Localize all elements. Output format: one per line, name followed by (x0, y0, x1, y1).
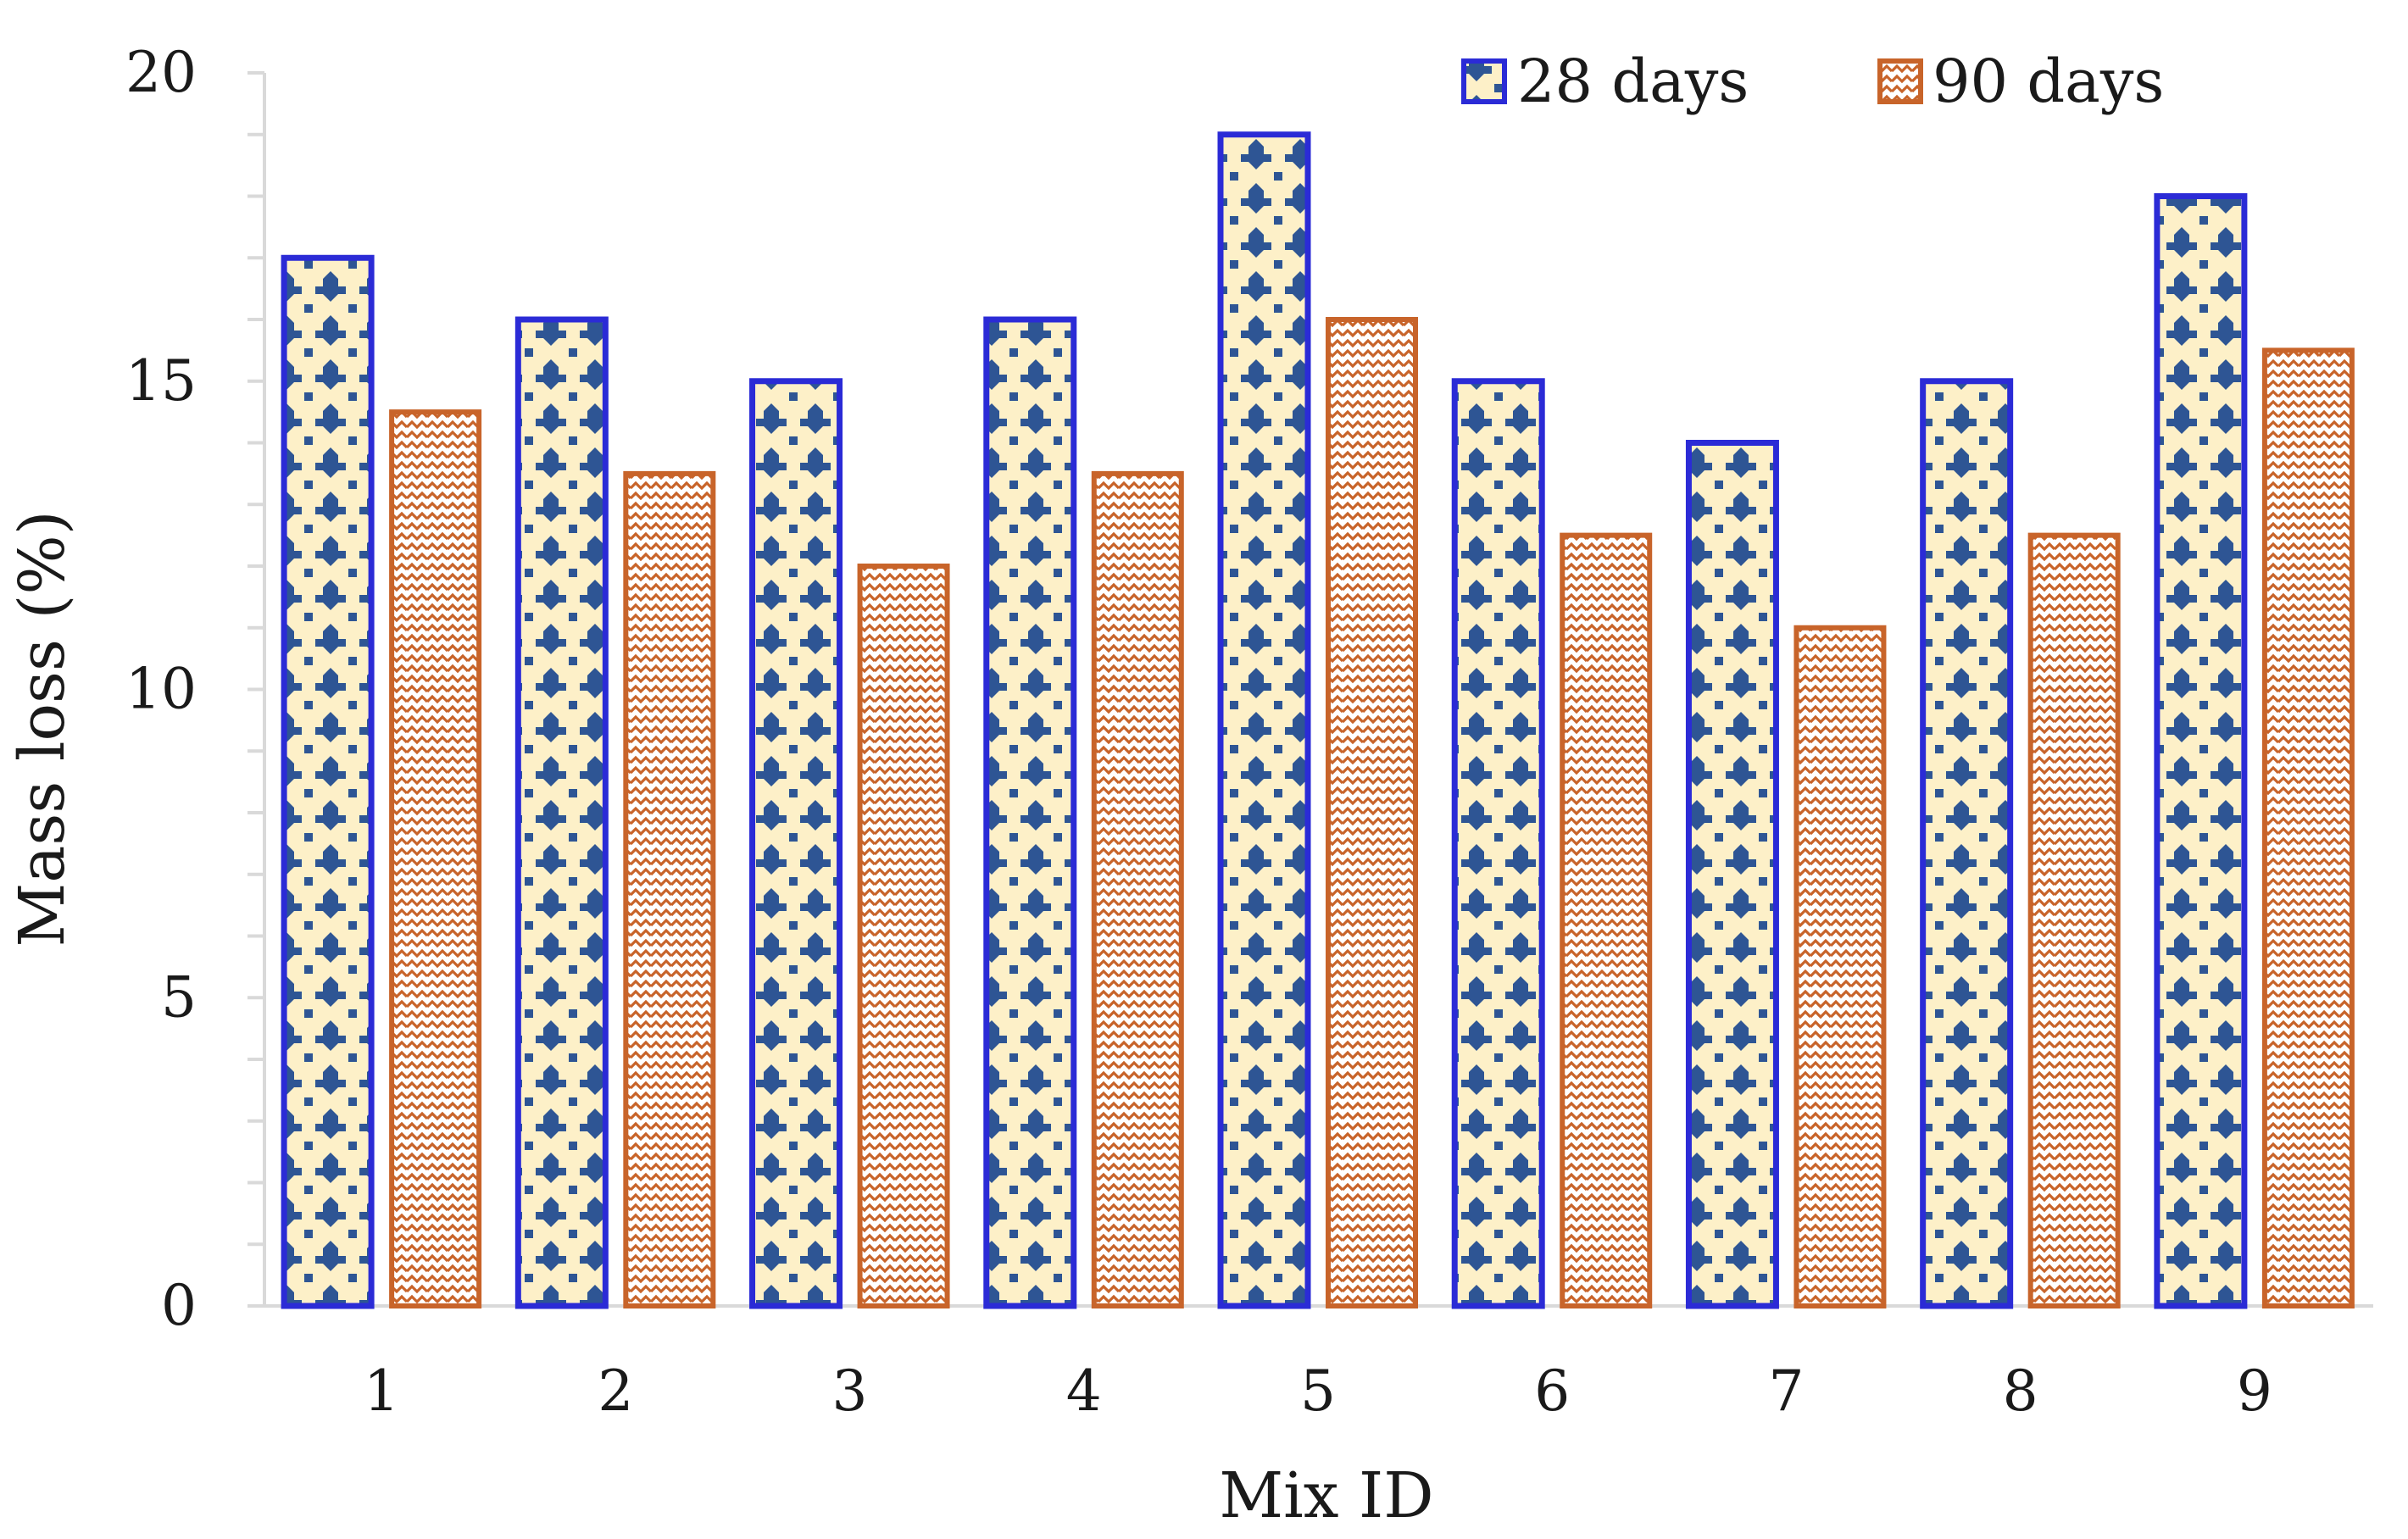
y-axis-title: Mass loss (%) (6, 510, 79, 947)
bar-28-days-mix-9 (2154, 193, 2248, 1309)
x-tick-label: 1 (364, 1358, 399, 1424)
y-tick-label: 10 (125, 657, 197, 722)
y-tick-label: 15 (125, 348, 197, 414)
x-axis: 1 2 3 4 5 6 7 8 9 (264, 1304, 2373, 1424)
x-tick-label: 4 (1066, 1358, 1102, 1424)
bar-90-days-mix-3 (857, 564, 950, 1308)
x-tick-label: 3 (832, 1358, 868, 1424)
x-tick-label: 7 (1768, 1358, 1804, 1424)
x-tick-label: 5 (1300, 1358, 1336, 1424)
x-tick-label: 2 (598, 1358, 633, 1424)
bar-28-days-mix-1 (281, 254, 375, 1309)
y-tick-label: 0 (161, 1273, 197, 1338)
bar-90-days-mix-4 (1091, 470, 1184, 1308)
legend-label-90-days: 90 days (1933, 47, 2164, 116)
x-tick-label: 6 (1534, 1358, 1570, 1424)
bar-28-days-mix-3 (749, 378, 843, 1309)
legend-swatch-90-days (1877, 58, 1923, 104)
bar-90-days-mix-7 (1793, 625, 1887, 1308)
bar-28-days-mix-6 (1451, 378, 1545, 1309)
y-axis: 0 5 10 15 20 (125, 40, 266, 1338)
legend: 28 days 90 days (1461, 47, 2164, 116)
x-tick-label: 8 (2003, 1358, 2038, 1424)
y-tick-label: 5 (161, 964, 197, 1030)
legend-label-28-days: 28 days (1517, 47, 1749, 116)
y-tick-label: 20 (125, 40, 197, 105)
bar-90-days-mix-6 (1560, 532, 1653, 1308)
bars-group (281, 131, 2355, 1309)
bar-28-days-mix-8 (1920, 378, 2014, 1309)
bar-28-days-mix-4 (983, 316, 1077, 1309)
bar-90-days-mix-1 (389, 409, 482, 1308)
bar-90-days-mix-5 (1326, 317, 1418, 1308)
bar-28-days-mix-5 (1217, 131, 1311, 1309)
bar-28-days-mix-7 (1685, 440, 1779, 1309)
bar-90-days-mix-8 (2027, 532, 2121, 1308)
x-axis-title: Mix ID (1219, 1459, 1433, 1532)
bar-90-days-mix-9 (2261, 347, 2355, 1308)
bar-28-days-mix-2 (514, 316, 609, 1309)
x-tick-label: 9 (2237, 1358, 2272, 1424)
bar-90-days-mix-2 (623, 470, 716, 1308)
legend-swatch-28-days (1461, 58, 1507, 104)
